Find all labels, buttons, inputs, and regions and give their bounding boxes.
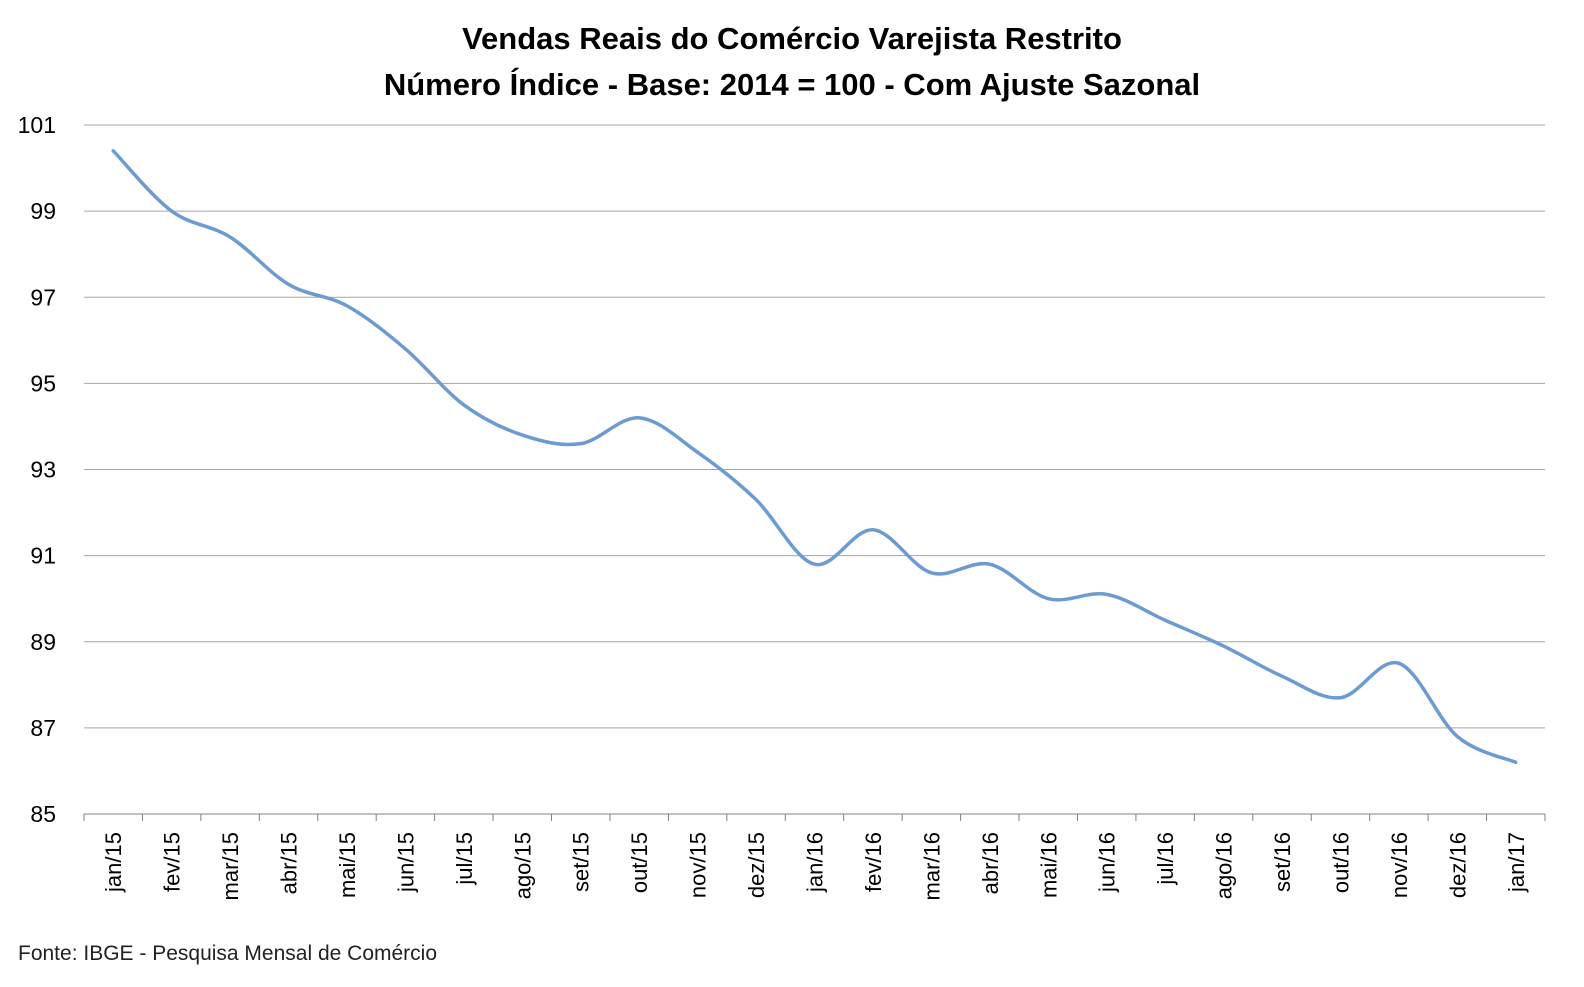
x-tick-label: jun/16 (1095, 832, 1120, 893)
source-note: Fonte: IBGE - Pesquisa Mensal de Comérci… (18, 942, 438, 965)
x-tick-label: set/16 (1270, 832, 1295, 892)
chart-title-line2: Número Índice - Base: 2014 = 100 - Com A… (383, 67, 1201, 102)
y-tick-label: 99 (30, 198, 56, 224)
y-tick-label: 95 (30, 370, 56, 396)
x-tick-label: out/15 (627, 832, 652, 893)
x-tick-label: mar/16 (919, 832, 944, 900)
chart-title-line1: Vendas Reais do Comércio Varejista Restr… (462, 21, 1122, 56)
x-tick-label: ago/15 (510, 832, 535, 899)
series-layer (111, 149, 1518, 765)
x-tick-label: jan/15 (101, 832, 126, 893)
x-tick-label: nov/16 (1387, 832, 1412, 898)
x-tick-label: out/16 (1328, 832, 1353, 893)
y-tick-label: 101 (18, 112, 56, 138)
x-tick-label: dez/16 (1445, 832, 1470, 898)
x-tick-label: dez/15 (744, 832, 769, 898)
x-tick-label: jul/15 (452, 832, 477, 886)
y-axis: 85 87 89 91 93 95 97 99 101 (18, 112, 56, 827)
y-tick-label: 87 (30, 715, 56, 741)
x-tick-label: jul/16 (1153, 832, 1178, 886)
y-tick-label: 89 (30, 629, 56, 655)
y-tick-label: 93 (30, 457, 56, 483)
x-tick-label: fev/15 (160, 832, 185, 892)
x-tick-label: ago/16 (1212, 832, 1237, 899)
x-tick-label: mai/15 (335, 832, 360, 898)
x-tick-label: abr/16 (978, 832, 1003, 894)
x-axis: jan/15 fev/15 mar/15 abr/15 mai/15 jun/15 jul/… (83, 814, 1546, 900)
y-tick-label: 91 (30, 543, 56, 569)
x-tick-label: jan/17 (1504, 832, 1529, 893)
x-tick-label: set/15 (569, 832, 594, 892)
x-tick-label: fev/16 (861, 832, 886, 892)
x-tick-label: jan/16 (803, 832, 828, 893)
y-tick-label: 85 (30, 801, 56, 827)
x-tick-label: mai/16 (1036, 832, 1061, 898)
x-tick-label: abr/15 (277, 832, 302, 894)
gridlines (84, 124, 1545, 815)
x-tick-label: nov/15 (686, 832, 711, 898)
x-tick-label: jun/15 (393, 832, 418, 893)
y-tick-label: 97 (30, 284, 56, 310)
x-tick-label: mar/15 (218, 832, 243, 900)
series-line (111, 149, 1518, 765)
